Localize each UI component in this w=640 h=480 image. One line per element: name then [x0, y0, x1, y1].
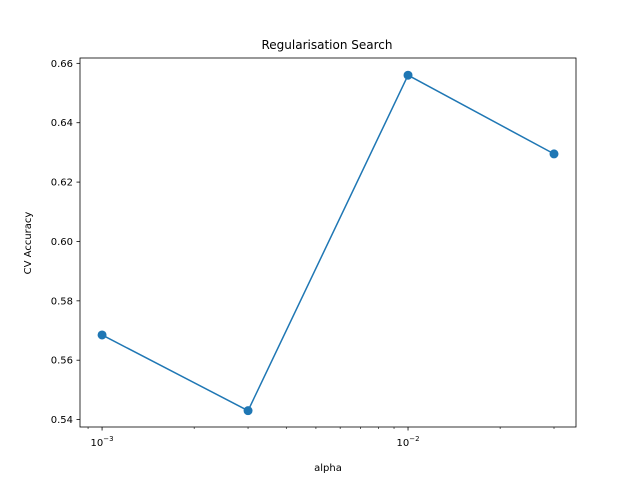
plot-area: 10−3 10−2 0.54 0.56 0.58 0.60 0.62 0.64 0.66: [51, 57, 577, 449]
x-tick-label: 10−3: [91, 435, 114, 449]
data-point: [243, 406, 253, 416]
chart-title: Regularisation Search: [262, 38, 393, 52]
y-tick-label: 0.66: [51, 59, 73, 70]
data-point: [403, 70, 413, 80]
series-line: [101, 74, 555, 412]
y-tick-label: 0.62: [51, 178, 73, 189]
y-tick-label: 0.58: [51, 296, 73, 307]
y-tick-label: 0.54: [51, 415, 73, 426]
y-tick-label: 0.64: [51, 118, 73, 129]
axes-frame: [79, 57, 577, 428]
x-tick-label: 10−2: [396, 435, 419, 449]
y-tick-label: 0.56: [51, 356, 73, 367]
data-point: [549, 149, 559, 159]
y-tick-label: 0.60: [51, 237, 73, 248]
data-point: [97, 330, 107, 340]
y-axis-label: CV Accuracy: [23, 212, 34, 275]
x-axis-label: alpha: [314, 463, 342, 474]
